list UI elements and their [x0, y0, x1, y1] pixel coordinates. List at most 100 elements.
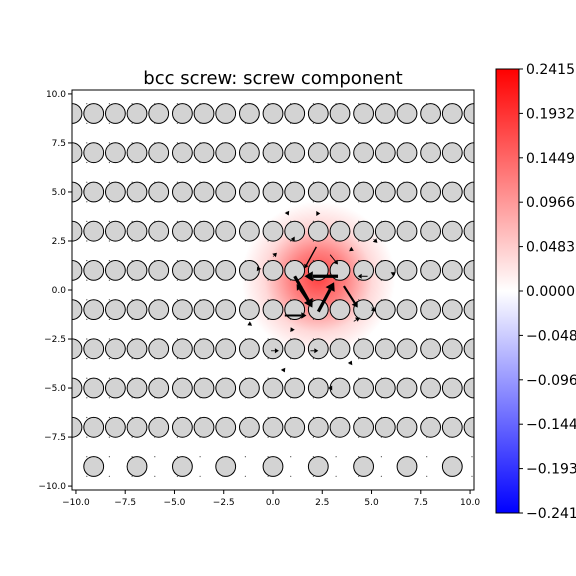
quiver-dot [244, 201, 246, 203]
displacement-arrow [316, 211, 321, 216]
quiver-dot [448, 260, 450, 262]
quiver-dot [176, 338, 178, 340]
quiver-dot [403, 299, 405, 301]
quiver-dot [403, 475, 405, 477]
x-tick-label: 10.0 [460, 498, 480, 508]
quiver-dot [199, 142, 201, 144]
quiver-dot [86, 279, 88, 281]
quiver-dot [426, 161, 428, 164]
atom-circle [284, 338, 306, 360]
quiver-dot [131, 299, 133, 301]
quiver-dot [335, 456, 337, 458]
quiver-dot [358, 475, 360, 477]
quiver-dot [448, 475, 450, 477]
quiver-dot [244, 181, 246, 183]
atom-circle [420, 220, 442, 242]
arrow-head [290, 327, 295, 332]
quiver-dot [448, 456, 450, 458]
quiver-dot [403, 84, 404, 85]
x-tick-label: 0.0 [266, 498, 281, 508]
quiver-dot [471, 279, 473, 281]
quiver-dot [199, 299, 201, 301]
colorbar-tick-label: 0.0966 [526, 195, 575, 211]
quiver-dot [176, 397, 178, 399]
quiver-dot [86, 338, 88, 340]
quiver-dot [267, 122, 269, 124]
quiver-dot [176, 122, 178, 124]
quiver-dot [290, 240, 292, 242]
y-tick-label: −10.0 [38, 482, 66, 492]
quiver-dot [154, 377, 156, 379]
quiver-dot [222, 318, 224, 320]
colorbar-ticks: −0.2415 −0.1932 −0.1449 −0.0966 −0.0483 0.000… [519, 62, 576, 522]
quiver-dot [86, 161, 88, 164]
quiver-dot [176, 456, 178, 458]
atom-circle [193, 142, 215, 164]
quiver-dot [448, 397, 450, 399]
x-tick-label: 5.0 [364, 498, 379, 508]
quiver-dot [290, 181, 292, 183]
quiver-dot [86, 201, 88, 203]
quiver-dot [426, 220, 428, 222]
quiver-dot [471, 377, 473, 379]
arrow-shaft [371, 307, 373, 309]
quiver-dot [380, 318, 382, 320]
atom-circle [353, 181, 375, 203]
quiver-dot [154, 397, 156, 399]
quiver-dot [244, 161, 246, 164]
quiver-dot [176, 436, 178, 438]
quiver-dot [358, 279, 360, 281]
atom-circle [441, 142, 463, 164]
quiver-dot [154, 456, 156, 458]
atom-circle [215, 416, 237, 438]
atom-circle [215, 377, 237, 399]
atom-circle [126, 338, 148, 360]
atom-circle [172, 142, 193, 164]
quiver-dot [154, 103, 156, 105]
atom-circle [307, 220, 329, 242]
quiver-dot [290, 358, 292, 360]
atom-circle [463, 142, 474, 164]
quiver-dot [267, 436, 269, 438]
quiver-dot [471, 318, 473, 320]
atom-circle [284, 142, 306, 164]
atom-circle [105, 142, 126, 164]
atom-circle [215, 142, 237, 164]
atom-circle [72, 142, 83, 164]
quiver-dot [154, 416, 156, 419]
atom-circle [239, 142, 260, 164]
quiver-dot [358, 201, 360, 203]
quiver-dot [335, 436, 337, 438]
atom-circle [374, 338, 396, 360]
quiver-dot [267, 377, 269, 379]
atom-circle [396, 299, 418, 321]
quiver-dot [222, 161, 224, 164]
quiver-dot [290, 338, 292, 340]
quiver-dot [380, 240, 382, 242]
atom-circle [353, 416, 375, 438]
quiver-dot [267, 318, 269, 320]
atom-circle [126, 220, 148, 242]
colorbar-tick-label: 0.2415 [526, 62, 575, 78]
quiver-dot [244, 416, 246, 419]
quiver-dot [176, 103, 178, 105]
quiver-dot [176, 181, 178, 183]
quiver-dot [154, 220, 156, 222]
atom-circle [72, 103, 83, 124]
quiver-dot [426, 456, 428, 458]
quiver-dot [358, 161, 360, 164]
quiver-dot [131, 377, 133, 379]
quiver-dot [448, 122, 450, 124]
quiver-dot [267, 103, 269, 105]
quiver-dot [290, 416, 292, 419]
quiver-dot [335, 377, 337, 379]
quiver-dot [312, 358, 314, 360]
y-axis: −10.0 −7.5 −5.0 −2.5 0.0 2.5 5.0 7.5 10.0 [38, 90, 72, 492]
displacement-arrow [357, 273, 368, 279]
atom-circle [215, 103, 237, 124]
quiver-dot [131, 201, 133, 203]
atom-circle [441, 377, 463, 399]
atom-circle [441, 338, 463, 360]
quiver-dot [108, 122, 110, 124]
quiver-dot [335, 338, 337, 340]
